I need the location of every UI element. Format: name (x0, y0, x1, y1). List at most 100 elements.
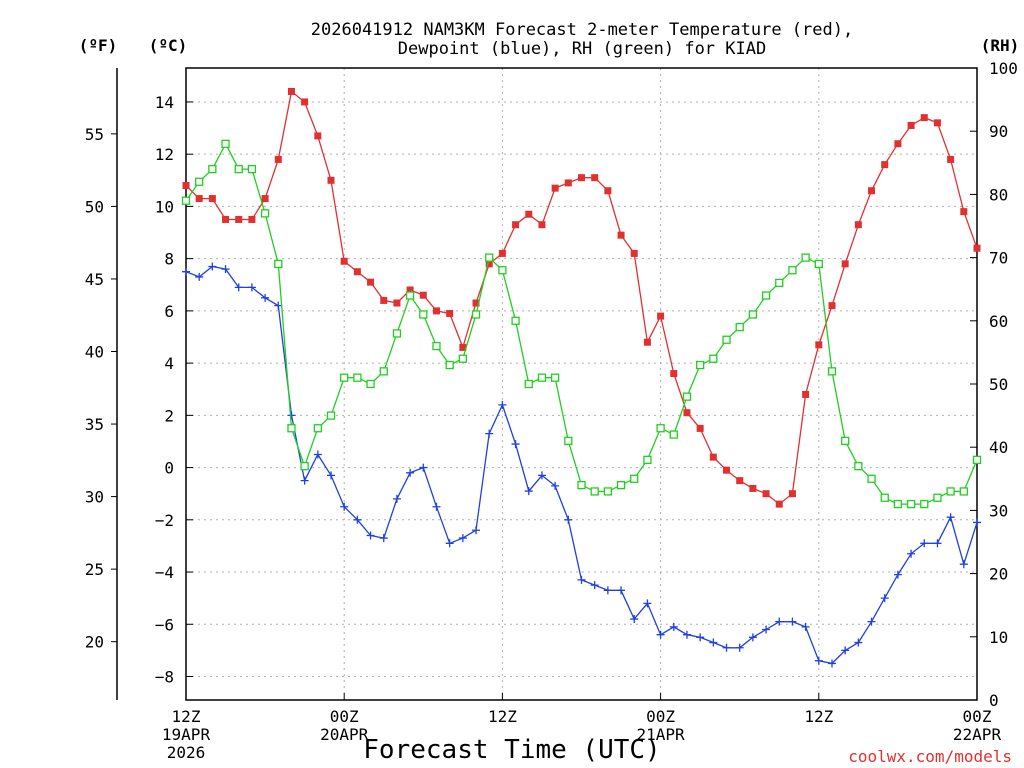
fahrenheit-tick-label: 40 (85, 343, 104, 362)
temperature-point (564, 179, 572, 187)
temperature-point (630, 249, 638, 257)
rh-point (722, 335, 731, 344)
rh-point (432, 341, 441, 351)
temperature-point (604, 187, 612, 195)
rh-point (419, 310, 428, 319)
rh-point (247, 164, 257, 174)
dewpoint-point (801, 622, 810, 631)
temperature-point (736, 477, 744, 485)
dewpoint-point (867, 617, 876, 626)
dewpoint-point (247, 283, 256, 292)
rh-point (366, 379, 375, 389)
dewpoint-point (959, 560, 968, 569)
time-tick-label: 00Z (646, 707, 675, 726)
dewpoint-point (880, 594, 889, 603)
temperature-point (933, 119, 941, 127)
celsius-tick-label: 4 (164, 354, 174, 373)
celsius-tick-label: 6 (164, 302, 174, 321)
rh-point (959, 487, 968, 496)
rh-point (340, 373, 349, 382)
rh-point (682, 392, 692, 401)
temperature-point (802, 390, 810, 398)
dewpoint-point (287, 411, 296, 420)
rh-point (208, 164, 217, 174)
rh-point (841, 436, 850, 446)
rh-point (353, 373, 362, 382)
rh-tick-label: 40 (989, 438, 1008, 457)
fahrenheit-tick-label: 30 (85, 488, 104, 507)
celsius-tick-label: 12 (155, 145, 174, 164)
temperature-point (287, 88, 295, 96)
dewpoint-point (933, 539, 942, 548)
rh-point (577, 480, 586, 490)
rh-point (300, 462, 309, 471)
rh-point (696, 360, 705, 370)
dewpoint-point (854, 638, 863, 647)
dewpoint-point (221, 265, 230, 274)
celsius-tick-label: 2 (164, 406, 174, 425)
rh-point (788, 266, 797, 275)
rh-point (379, 367, 388, 376)
temperature-point (432, 307, 440, 315)
dewpoint-point (472, 526, 481, 535)
dewpoint-point (261, 293, 270, 302)
rh-point (511, 316, 520, 325)
rh-point (260, 209, 270, 218)
dewpoint-point (498, 400, 507, 409)
rh-point (405, 291, 415, 300)
time-tick-label: 2026 (167, 743, 206, 762)
temperature-point (459, 343, 467, 351)
rh-tick-label: 80 (989, 185, 1008, 204)
temperature-point (643, 338, 651, 346)
dewpoint-point (920, 539, 929, 548)
rh-tick-label: 10 (989, 628, 1008, 647)
dewpoint-point (617, 586, 626, 595)
credit-text: coolwx.com/models (848, 747, 1012, 766)
rh-point (603, 487, 613, 496)
dewpoint-point (274, 301, 283, 310)
celsius-tick-label: −6 (155, 615, 174, 634)
temperature-point (261, 195, 269, 203)
temperature-point (538, 221, 546, 229)
fahrenheit-tick-label: 45 (85, 270, 104, 289)
dewpoint-point (182, 267, 190, 276)
rh-point (564, 436, 573, 446)
dewpoint-point (392, 494, 401, 503)
rh-point (590, 487, 599, 496)
rh-point (537, 373, 547, 382)
dewpoint-point (722, 643, 731, 652)
temperature-point (868, 187, 876, 195)
temperature-point (841, 260, 849, 268)
time-tick-label: 19APR (162, 725, 211, 744)
rh-point (761, 291, 771, 300)
temperature-point (815, 341, 823, 349)
rh-point (801, 253, 810, 262)
temperature-point (472, 299, 480, 307)
temperature-point (301, 98, 309, 106)
dewpoint-point (577, 575, 586, 584)
dewpoint-point (656, 630, 665, 639)
x-axis-title: Forecast Time (UTC) (363, 735, 660, 765)
temperature-point (551, 184, 559, 192)
grid-lines (186, 68, 977, 700)
rh-point (234, 164, 243, 174)
dewpoint-point (788, 617, 797, 626)
rh-tick-label: 60 (989, 312, 1008, 331)
temperature-point (670, 370, 678, 378)
temperature-point (960, 208, 968, 216)
dewpoint-point (234, 283, 243, 292)
fahrenheit-unit-label: (ºF) (79, 36, 118, 55)
temperature-point (696, 424, 704, 432)
rh-point (313, 424, 322, 433)
time-tick-label: 12Z (172, 707, 201, 726)
temperature-point (512, 221, 520, 229)
temperature-point (762, 490, 770, 498)
rh-tick-label: 30 (989, 501, 1008, 520)
rh-ticks: 0 10 20 30 40 50 60 70 80 90 100 (970, 59, 1018, 710)
celsius-tick-label: 10 (155, 197, 174, 216)
time-tick-label: 20APR (320, 725, 369, 744)
rh-point (906, 499, 916, 509)
temperature-point (274, 155, 282, 163)
series-dewpoint (182, 262, 981, 668)
temperature-point (788, 490, 796, 498)
